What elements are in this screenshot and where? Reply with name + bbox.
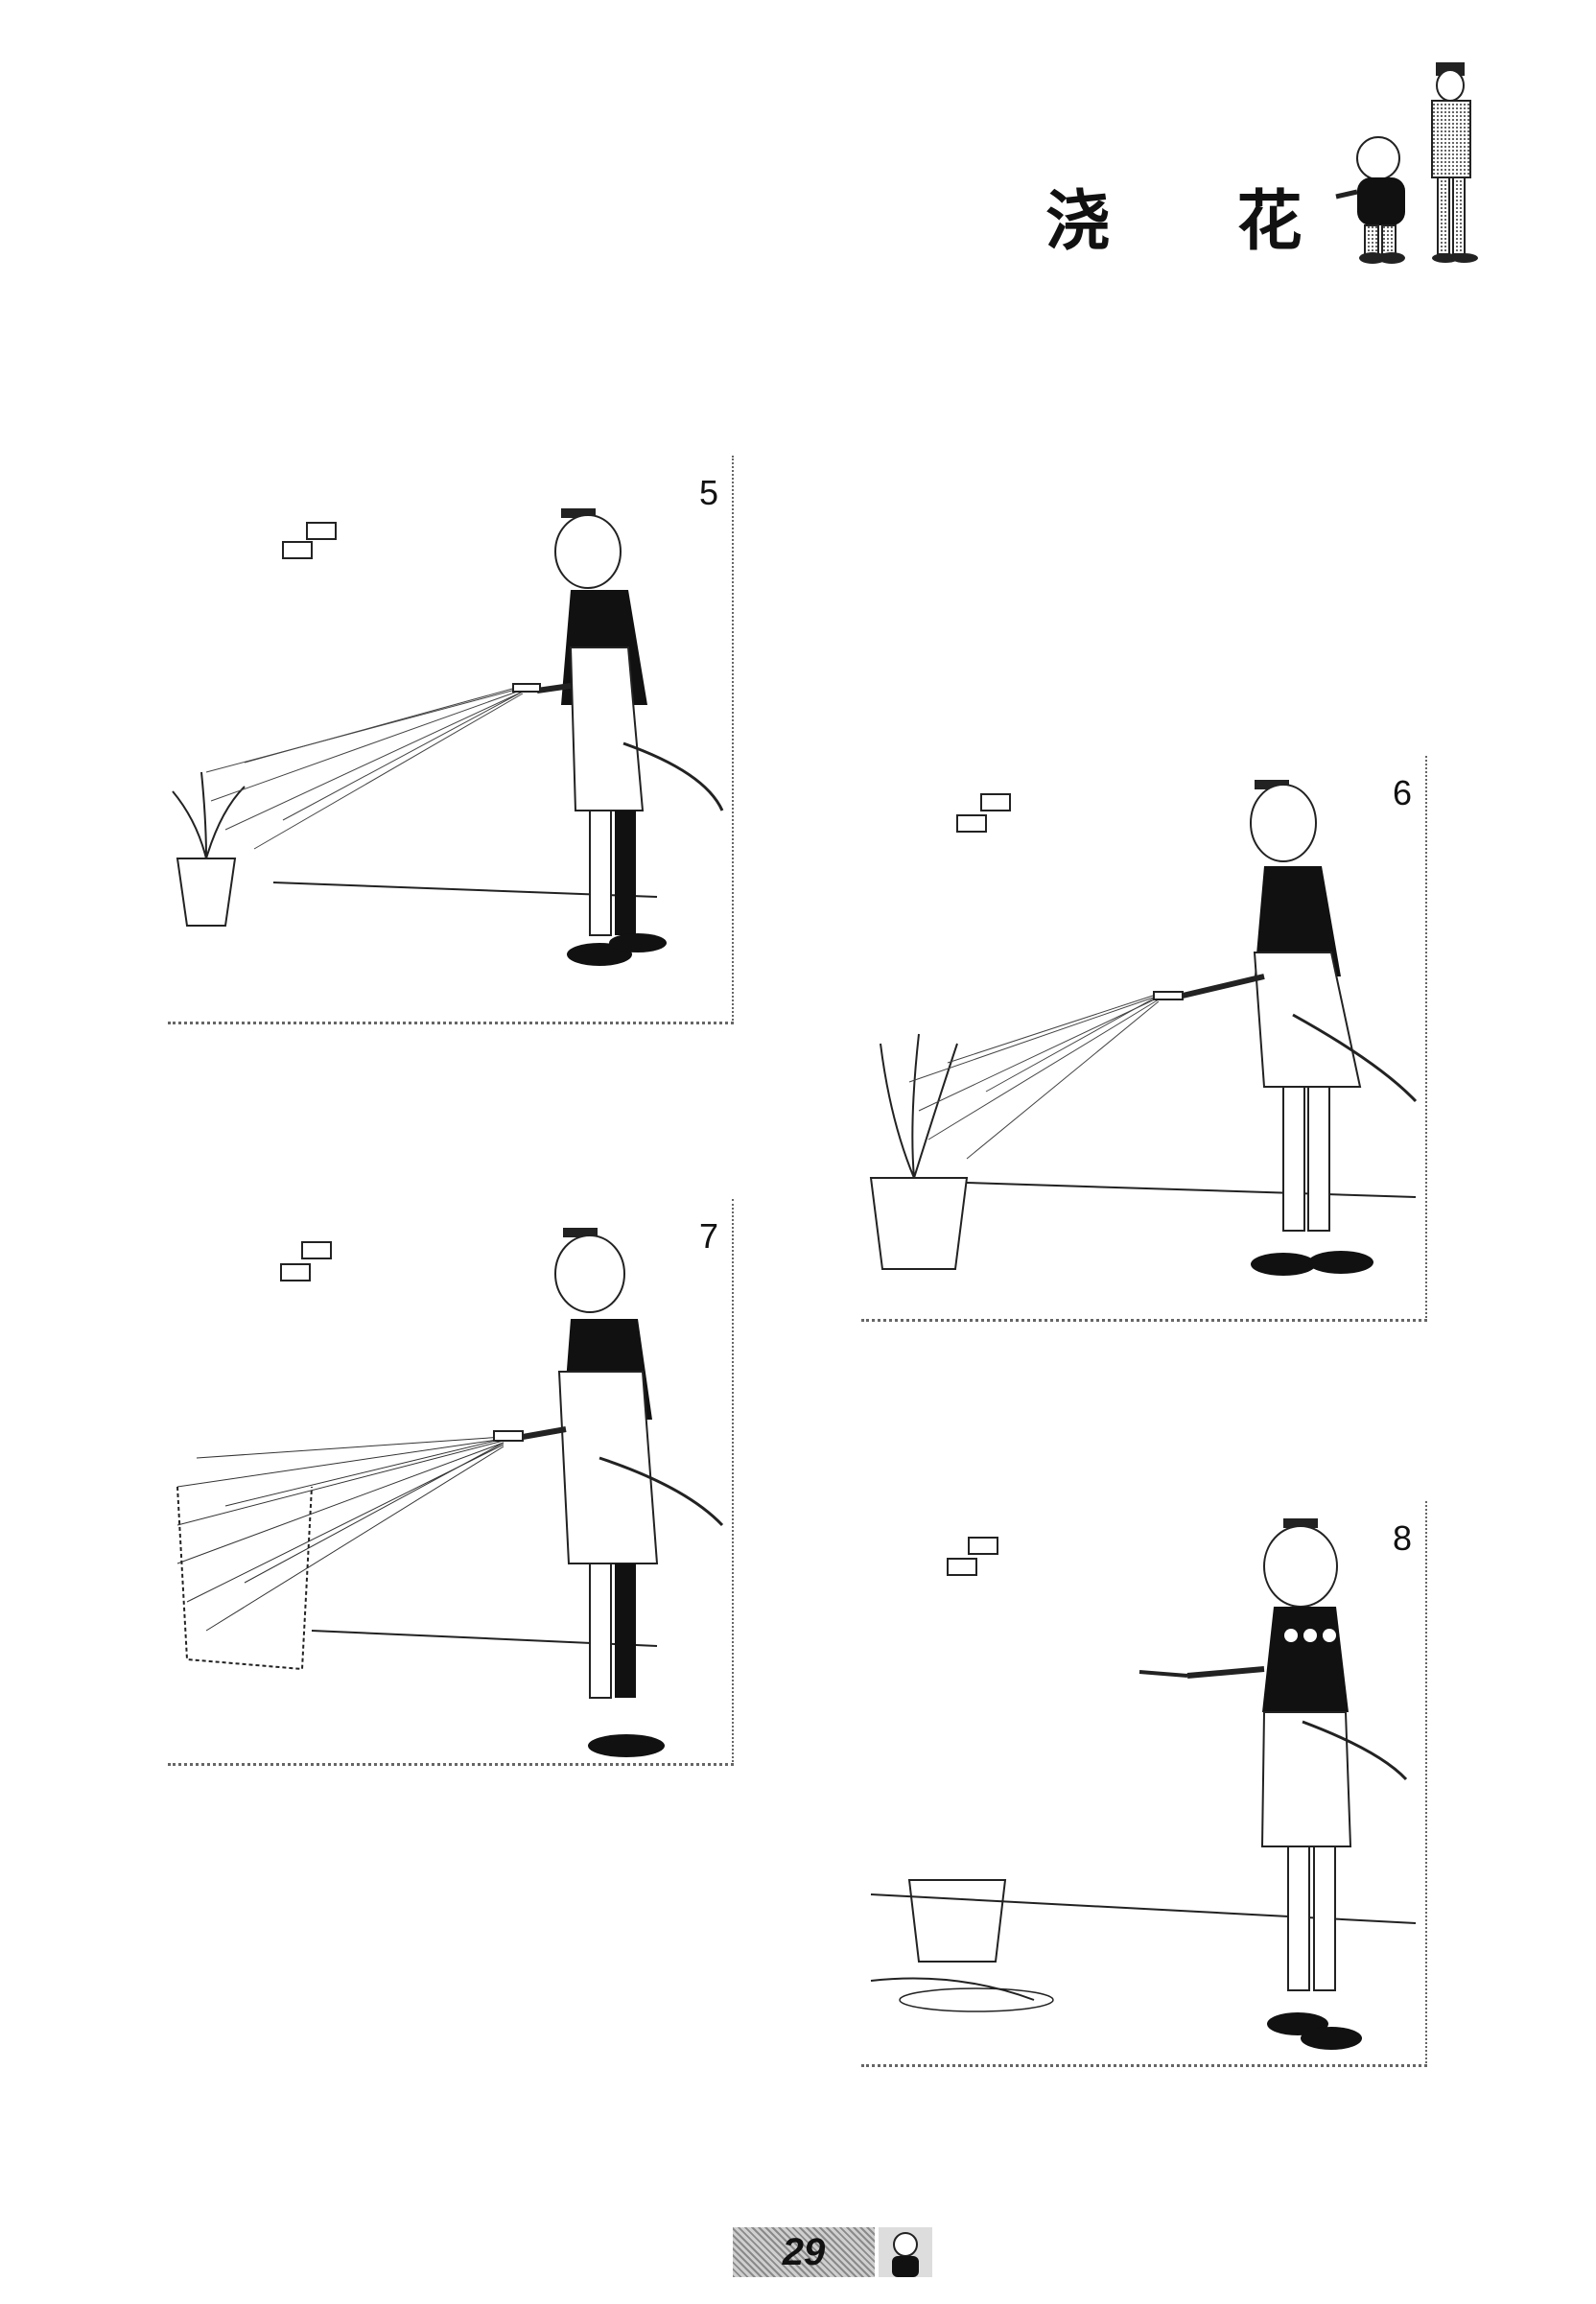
comic-panel-5: 5 bbox=[168, 456, 734, 1024]
page-title: 浇 花 bbox=[1045, 183, 1354, 260]
page-footer: 29 bbox=[733, 2227, 932, 2277]
comic-panel-6: 6 bbox=[861, 756, 1427, 1322]
page-number: 29 bbox=[733, 2227, 875, 2277]
panel-7-illustration bbox=[176, 1228, 724, 1757]
panel-number-7: 7 bbox=[698, 1216, 718, 1256]
panel-5-illustration bbox=[172, 508, 724, 966]
comic-character-pair-icon bbox=[1335, 62, 1478, 264]
comic-panel-7: 7 bbox=[168, 1199, 734, 1766]
panel-number-5: 5 bbox=[698, 473, 718, 512]
panel-8-illustration bbox=[870, 1518, 1417, 2050]
panel-6-illustration bbox=[869, 780, 1418, 1276]
panel-number-8: 8 bbox=[1392, 1518, 1412, 1558]
mini-portrait-icon bbox=[879, 2227, 932, 2277]
panel-number-6: 6 bbox=[1392, 773, 1412, 812]
comic-panel-8: 8 bbox=[861, 1501, 1427, 2067]
